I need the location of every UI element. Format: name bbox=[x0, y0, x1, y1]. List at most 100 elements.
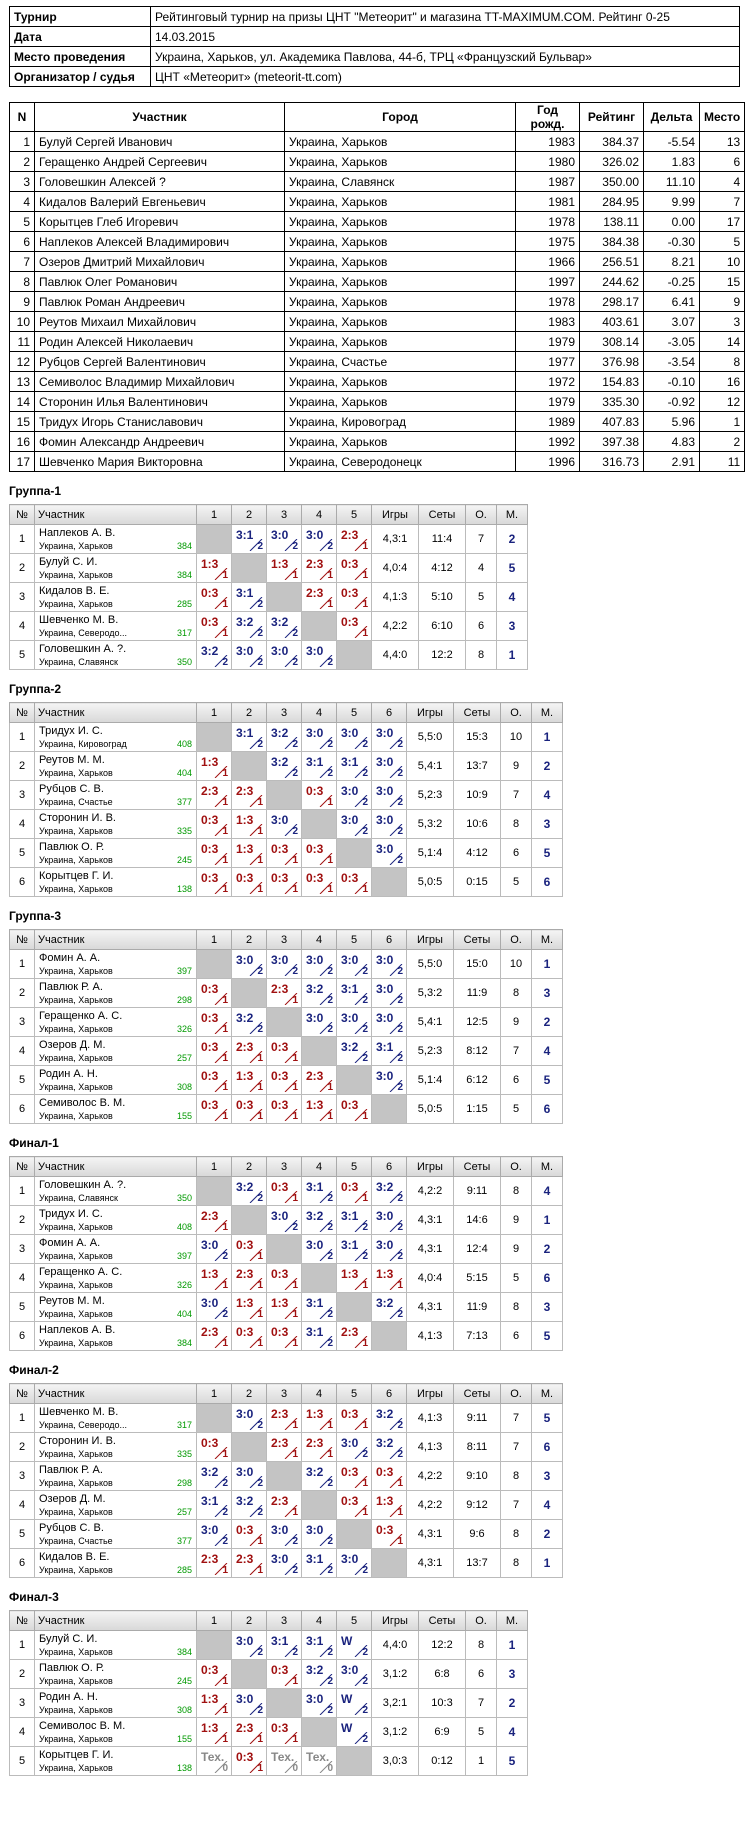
cell: -0.92 bbox=[643, 391, 700, 412]
player: Сторонин И. В. Украина, Харьков 335 bbox=[34, 809, 197, 839]
row-number: 3 bbox=[9, 582, 35, 612]
player-city: Украина, Харьков bbox=[39, 1309, 113, 1319]
document: Турнир Рейтинговый турнир на призы ЦНТ "М… bbox=[9, 6, 746, 1776]
participant-row: 7 Озеров Дмитрий Михайлович Украина, Харьк… bbox=[9, 251, 746, 272]
score-cell: 3:2 2 bbox=[196, 1461, 232, 1491]
score-points: 1 bbox=[222, 826, 228, 837]
slash bbox=[214, 1534, 228, 1546]
cell: 14 bbox=[9, 391, 35, 412]
slash-line bbox=[354, 1476, 368, 1488]
score: 3:2 bbox=[306, 1209, 324, 1223]
score-cell: 2:3 1 bbox=[266, 1432, 302, 1462]
score-points: 1 bbox=[222, 1734, 228, 1745]
player-row: 4 Шевченко М. В. Украина, Северодо... 317 0:… bbox=[9, 611, 528, 641]
score-cell: 3:0 2 bbox=[266, 524, 302, 554]
slash-line bbox=[319, 1703, 333, 1715]
score-points: 1 bbox=[257, 884, 263, 895]
slash bbox=[389, 824, 403, 836]
score: 3:0 bbox=[376, 842, 394, 856]
score: 0:3 bbox=[341, 1098, 359, 1112]
player-row: 2 Тридух И. С. Украина, Харьков 408 2:3 1 3:0 2… bbox=[9, 1205, 563, 1235]
slash bbox=[319, 1022, 333, 1034]
slash-line bbox=[354, 1563, 368, 1575]
sets: 11:9 bbox=[453, 978, 501, 1008]
player-city: Украина, Харьков bbox=[39, 1449, 113, 1459]
slash-line bbox=[249, 1476, 263, 1488]
row-number: 5 bbox=[9, 838, 35, 868]
score-points: 1 bbox=[292, 884, 298, 895]
sets: 9:10 bbox=[453, 1461, 501, 1491]
cell: Украина, Харьков bbox=[284, 311, 516, 332]
slash-line bbox=[354, 1645, 368, 1657]
player-row: 6 Корытцев Г. И. Украина, Харьков 138 0:3 1 0:… bbox=[9, 867, 563, 897]
slash-line bbox=[249, 1563, 263, 1575]
row-number: 1 bbox=[9, 722, 35, 752]
player-row: 3 Родин А. Н. Украина, Харьков 308 1:3 1 3:0 2 3… bbox=[9, 1688, 528, 1718]
diagonal-cell bbox=[231, 978, 267, 1008]
points: 1 bbox=[465, 1746, 497, 1776]
slash-line bbox=[319, 1249, 333, 1261]
score-cell: 0:3 1 bbox=[336, 1176, 372, 1206]
slash bbox=[284, 1418, 298, 1430]
cell: Кидалов Валерий Евгеньевич bbox=[34, 191, 285, 212]
slash-line bbox=[249, 964, 263, 976]
cell: 284.95 bbox=[579, 191, 644, 212]
cell: 4.83 bbox=[643, 431, 700, 452]
score-points: 2 bbox=[362, 966, 368, 977]
row-number: 5 bbox=[9, 1065, 35, 1095]
score-cell: 3:0 2 bbox=[301, 1234, 337, 1264]
slash bbox=[354, 597, 368, 609]
score-points: 2 bbox=[292, 541, 298, 552]
column-header: Игры bbox=[406, 1383, 454, 1404]
column-header: М. bbox=[496, 1610, 528, 1631]
games: 5,4:1 bbox=[406, 751, 454, 781]
cell: 3 bbox=[9, 171, 35, 192]
score: 0:3 bbox=[341, 1465, 359, 1479]
slash bbox=[249, 1109, 263, 1121]
place: 4 bbox=[496, 1717, 528, 1747]
score-points: 0 bbox=[327, 1763, 333, 1774]
score-cell: 3:0 2 bbox=[301, 640, 337, 670]
place: 4 bbox=[531, 1036, 563, 1066]
column-header: 4 bbox=[301, 702, 337, 723]
score-cell: 3:1 2 bbox=[301, 1630, 337, 1660]
games: 4,3:1 bbox=[406, 1519, 454, 1549]
player-row: 3 Кидалов В. Е. Украина, Харьков 285 0:3 1 3:1… bbox=[9, 582, 528, 612]
score: 3:2 bbox=[236, 1011, 254, 1025]
header-row: № Участник 1 2 3 4 5 Игры Сеты О. М. bbox=[9, 504, 528, 525]
slash-line bbox=[354, 1505, 368, 1517]
score-points: 2 bbox=[327, 657, 333, 668]
slash bbox=[319, 597, 333, 609]
slash bbox=[354, 737, 368, 749]
column-header: 6 bbox=[371, 1156, 407, 1177]
points: 7 bbox=[500, 780, 532, 810]
slash bbox=[284, 626, 298, 638]
score-cell: 0:3 1 bbox=[266, 1036, 302, 1066]
score-points: 2 bbox=[362, 768, 368, 779]
cell: Реутов Михаил Михайлович bbox=[34, 311, 285, 332]
points: 4 bbox=[465, 553, 497, 583]
cell: 6 bbox=[698, 151, 746, 172]
slash-line bbox=[284, 1220, 298, 1232]
player: Головешкин А. ?. Украина, Славянск 350 bbox=[34, 1176, 197, 1206]
player: Корытцев Г. И. Украина, Харьков 138 bbox=[34, 1746, 197, 1776]
cell: 9.99 bbox=[643, 191, 700, 212]
sets: 1:15 bbox=[453, 1094, 501, 1124]
score-points: 2 bbox=[397, 826, 403, 837]
slash-line bbox=[354, 1191, 368, 1203]
slash-line bbox=[214, 1563, 228, 1575]
slash bbox=[354, 1191, 368, 1203]
player-city: Украина, Харьков bbox=[39, 1647, 113, 1657]
place: 3 bbox=[531, 1461, 563, 1491]
score: 3:2 bbox=[376, 1436, 394, 1450]
player-rating: 155 bbox=[176, 1734, 192, 1744]
player-city: Украина, Харьков bbox=[39, 1676, 113, 1686]
slash bbox=[389, 1051, 403, 1063]
score: 3:2 bbox=[271, 726, 289, 740]
slash bbox=[354, 1336, 368, 1348]
cell: 1977 bbox=[515, 351, 580, 372]
score: 3:0 bbox=[306, 953, 324, 967]
slash-line bbox=[389, 964, 403, 976]
cell: Украина, Харьков bbox=[284, 291, 516, 312]
sets: 0:15 bbox=[453, 867, 501, 897]
